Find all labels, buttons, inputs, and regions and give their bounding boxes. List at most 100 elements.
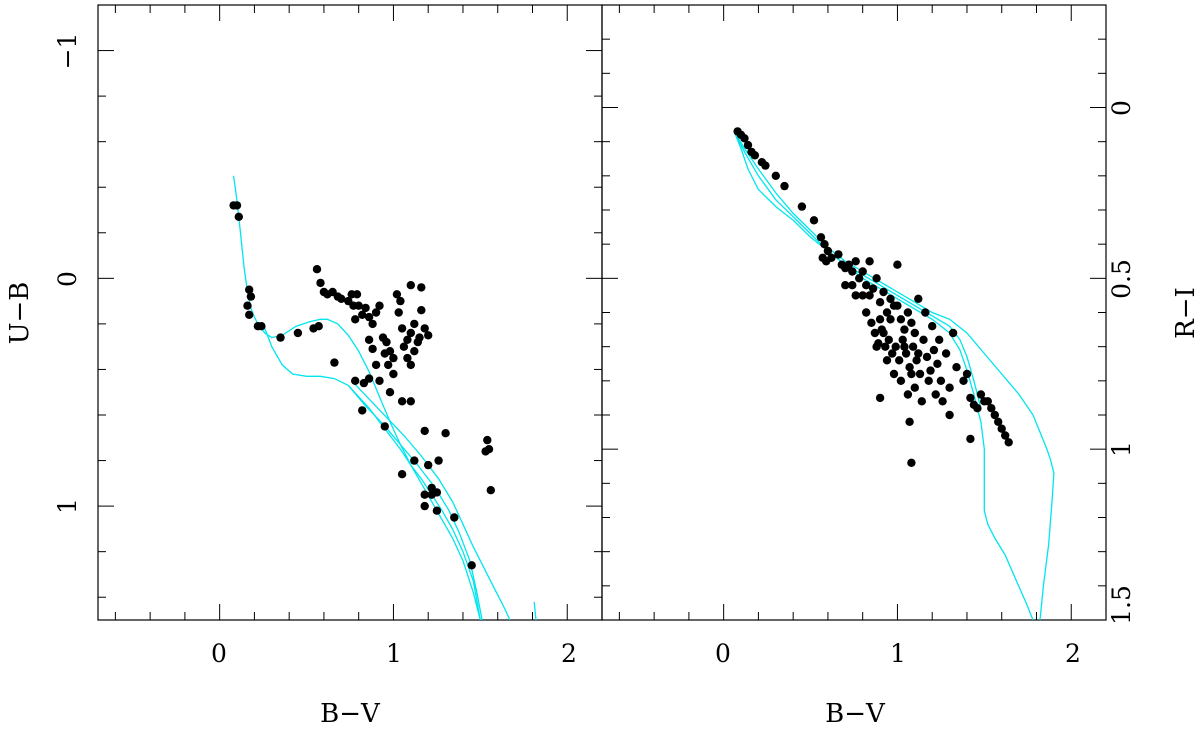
right-data-point-94: [875, 393, 885, 403]
left-data-point-86: [486, 486, 495, 495]
left-data-point-5: [246, 292, 256, 301]
right-data-point-74: [945, 383, 954, 392]
left-data-point-60: [420, 324, 429, 333]
right-data-point-71: [924, 376, 933, 385]
right-data-point-106: [941, 349, 951, 358]
right-data-point-26: [862, 281, 871, 290]
left-isochrone-curve-2: [351, 380, 511, 620]
right-data-point-101: [872, 342, 881, 351]
right-data-point-110: [851, 291, 860, 300]
right-data-point-111: [865, 257, 874, 266]
left-data-point-72: [410, 456, 419, 465]
right-data-point-48: [884, 335, 893, 344]
right-data-point-85: [990, 410, 999, 420]
right-data-point-12: [816, 233, 826, 242]
left-ytick-label-1: 1: [53, 498, 82, 514]
right-data-point-9: [780, 181, 789, 191]
left-xtick-label-2: 2: [561, 639, 577, 668]
right-panel: [601, 4, 1107, 621]
right-data-point-64: [875, 315, 885, 324]
left-data-point-63: [417, 283, 426, 292]
left-data-point-84: [483, 435, 492, 445]
left-data-point-24: [351, 315, 360, 324]
left-points: [229, 201, 495, 570]
left-data-point-43: [392, 290, 402, 299]
right-data-point-57: [915, 369, 925, 379]
right-data-point-41: [858, 291, 867, 300]
left-data-point-82: [450, 513, 459, 522]
left-data-point-44: [396, 296, 405, 306]
right-data-point-102: [900, 342, 909, 351]
right-data-point-56: [912, 356, 921, 365]
right-data-point-7: [761, 161, 770, 170]
right-data-point-25: [858, 267, 867, 276]
left-data-point-3: [245, 285, 254, 294]
left-data-point-1: [232, 201, 242, 210]
right-data-point-77: [962, 369, 972, 379]
right-data-point-11: [809, 216, 819, 225]
right-ytick-label-15: 1.5: [1107, 585, 1136, 625]
left-data-point-49: [406, 328, 415, 338]
right-data-point-47: [881, 342, 890, 351]
right-data-point-100: [879, 328, 888, 338]
right-data-point-87: [997, 424, 1006, 433]
left-data-point-6: [245, 310, 254, 319]
right-xtick-label-0: 0: [715, 639, 731, 668]
left-data-point-35: [371, 360, 381, 370]
right-data-point-76: [959, 376, 968, 385]
left-data-point-20: [337, 294, 346, 303]
right-ytick-label-05: 0.5: [1107, 259, 1136, 299]
right-data-point-62: [933, 359, 942, 368]
right-curves: [733, 131, 1055, 620]
right-data-point-93: [905, 417, 914, 426]
left-data-point-2: [234, 212, 243, 221]
left-data-point-27: [358, 310, 367, 319]
left-data-point-70: [397, 470, 407, 479]
right-data-point-80: [973, 404, 982, 413]
right-xtick-label-2: 2: [1065, 639, 1081, 668]
right-data-point-70: [917, 397, 926, 406]
left-data-point-29: [364, 312, 374, 322]
right-data-point-51: [895, 356, 904, 365]
left-data-point-54: [397, 397, 407, 406]
right-data-point-38: [903, 308, 913, 317]
right-isochrone-curve-0: [733, 131, 1055, 620]
right-data-point-68: [903, 390, 913, 399]
right-data-point-53: [901, 349, 911, 358]
right-data-point-92: [907, 458, 916, 467]
left-data-point-12: [314, 322, 323, 331]
left-data-point-31: [364, 335, 374, 344]
left-data-point-46: [397, 324, 407, 333]
right-data-point-73: [938, 397, 947, 406]
right-data-point-104: [914, 349, 923, 358]
right-points: [733, 127, 1013, 467]
left-ytick-label-minus1: −1: [53, 33, 82, 70]
right-data-point-105: [935, 335, 944, 344]
right-x-axis-label: B−V: [825, 699, 886, 729]
left-data-point-13: [312, 265, 322, 274]
right-isochrone-curve-1: [733, 131, 1034, 620]
left-data-point-47: [399, 342, 409, 351]
right-data-point-22: [848, 267, 857, 276]
right-data-point-42: [862, 308, 871, 317]
left-data-point-53: [385, 388, 395, 397]
right-data-point-58: [919, 335, 928, 344]
right-data-point-90: [966, 434, 975, 444]
right-data-point-23: [851, 257, 860, 266]
left-data-point-69: [380, 422, 389, 431]
right-data-point-55: [908, 342, 918, 351]
right-data-point-67: [896, 376, 906, 385]
right-data-point-99: [886, 315, 895, 324]
left-data-point-52: [389, 369, 398, 379]
left-data-point-10: [293, 328, 303, 338]
left-curves: [232, 175, 537, 620]
right-data-point-13: [820, 240, 829, 249]
right-data-point-44: [870, 328, 880, 338]
left-data-point-34: [375, 301, 384, 310]
left-isochrone-curve-4: [533, 601, 537, 620]
right-data-point-88: [1001, 431, 1010, 440]
left-data-point-67: [364, 374, 374, 383]
left-isochrone-curve-1: [264, 328, 481, 620]
right-data-point-49: [888, 349, 897, 358]
